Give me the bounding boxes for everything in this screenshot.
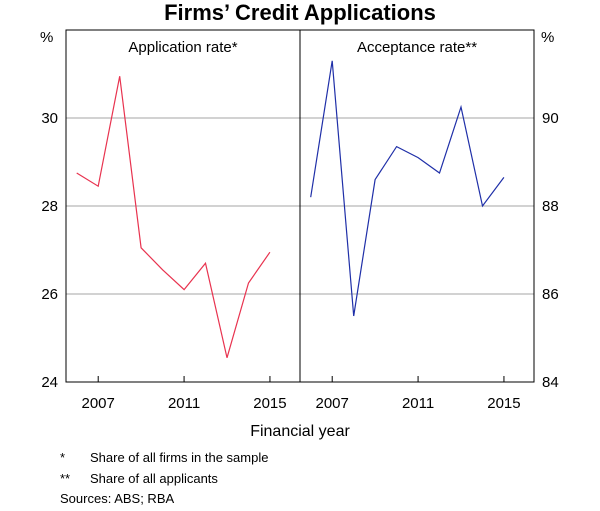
acceptance-rate-y-tick-label-90: 90: [542, 110, 559, 127]
footnote-2-text: Share of all applicants: [90, 471, 218, 486]
acceptance-rate-x-tick-label-2011: 2011: [402, 395, 434, 412]
acceptance-rate-y-unit-label: %: [541, 29, 554, 46]
acceptance-rate-x-tick-label-2007: 2007: [316, 395, 349, 412]
acceptance-rate-y-tick-label-84: 84: [542, 374, 559, 391]
application-rate-y-tick-label-26: 26: [41, 286, 58, 303]
application-rate-x-tick-label-2011: 2011: [168, 395, 200, 412]
chart-title: Firms’ Credit Applications: [164, 0, 436, 25]
application-rate-series-line: [76, 76, 271, 358]
sources-note: Sources: ABS; RBA: [60, 491, 175, 506]
application-rate-x-tick-label-2007: 2007: [82, 395, 115, 412]
footnote-1: * Share of all firms in the sample: [60, 450, 268, 466]
footnote-1-text: Share of all firms in the sample: [90, 450, 269, 465]
acceptance-rate-y-tick-label-88: 88: [542, 198, 559, 215]
acceptance-rate-x-tick-label-2015: 2015: [487, 395, 520, 412]
application-rate-y-tick-label-28: 28: [41, 198, 58, 215]
footnote-1-mark: *: [60, 450, 66, 465]
application-rate-y-unit-label: %: [40, 29, 53, 46]
acceptance-rate-y-tick-label-86: 86: [542, 286, 559, 303]
acceptance-rate-panel-label: Acceptance rate**: [357, 39, 477, 56]
x-axis-label: Financial year: [250, 423, 350, 440]
application-rate-panel-label: Application rate*: [128, 39, 237, 56]
application-rate-x-tick-label-2015: 2015: [253, 395, 286, 412]
footnote-2-mark: **: [60, 471, 71, 486]
application-rate-y-tick-label-24: 24: [41, 374, 58, 391]
application-rate-y-tick-label-30: 30: [41, 110, 58, 127]
footnote-2: ** Share of all applicants: [60, 471, 218, 487]
acceptance-rate-series-line: [310, 60, 505, 317]
